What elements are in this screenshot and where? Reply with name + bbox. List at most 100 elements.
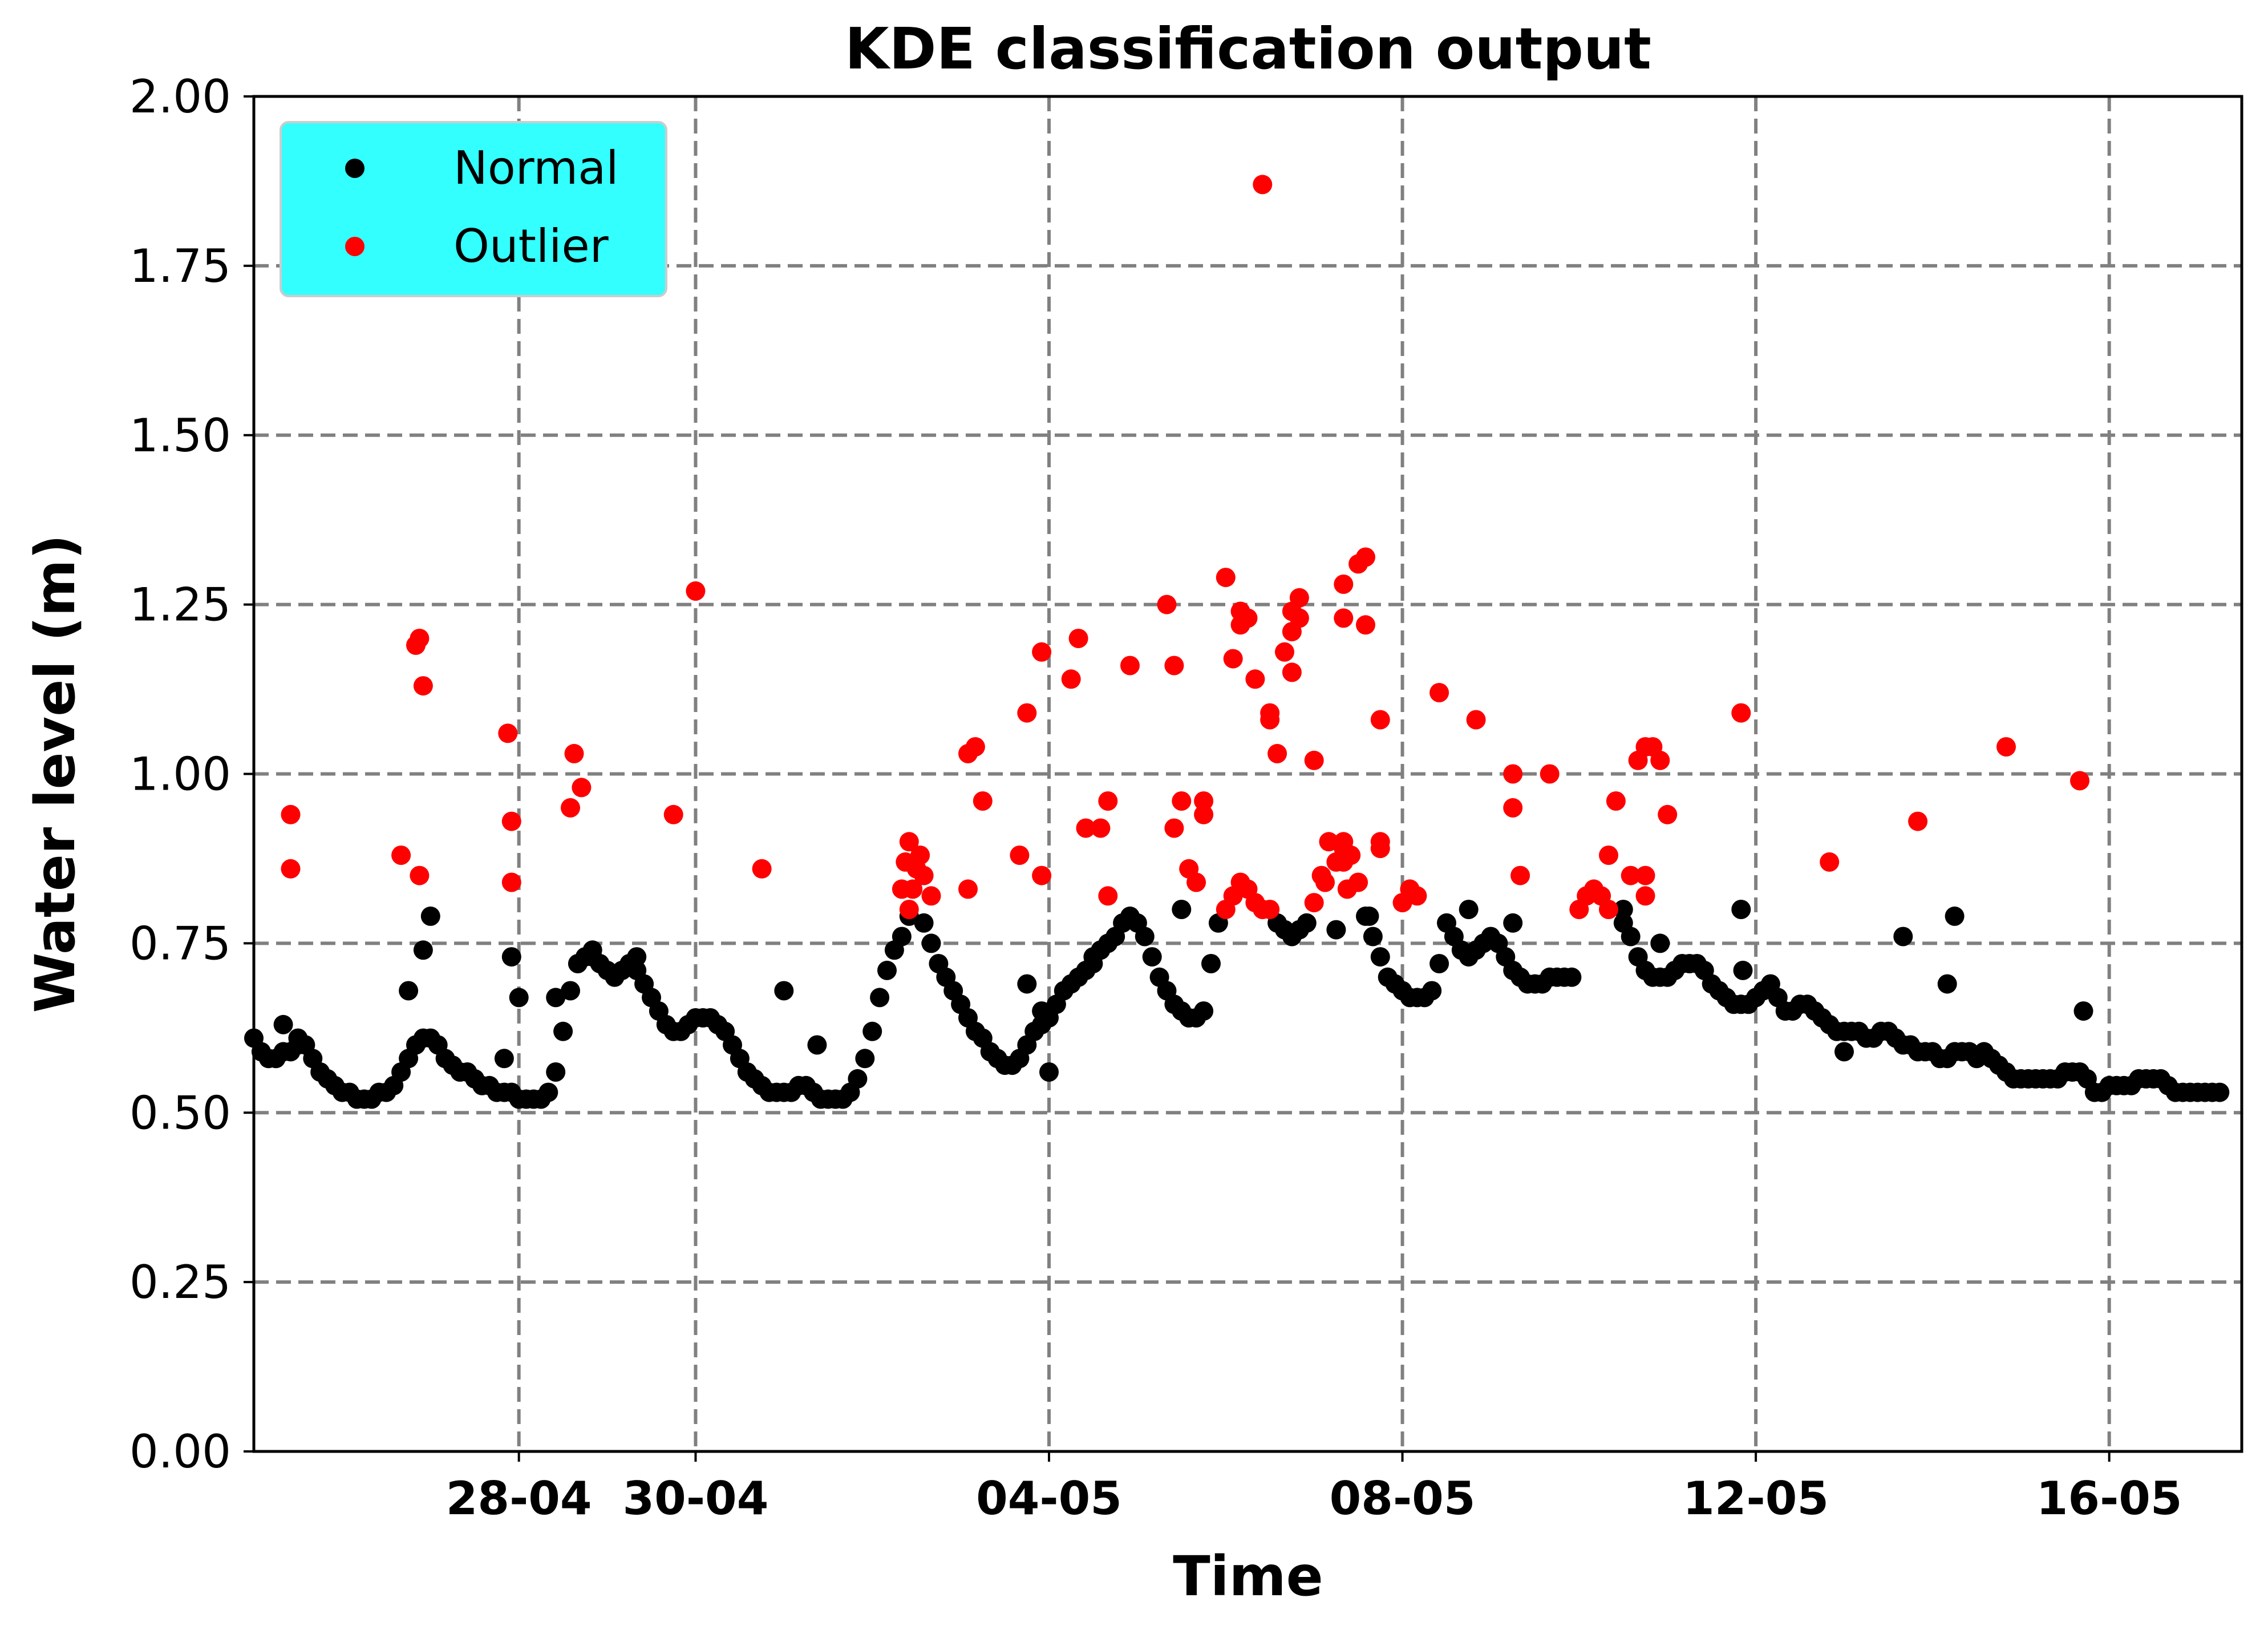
y-axis-label: Water level (m) [23,535,87,1013]
point-outlier [1223,649,1243,669]
point-normal [1039,1062,1059,1082]
point-outlier [1820,852,1840,872]
point-outlier [1503,798,1523,818]
point-normal [870,988,890,1008]
point-outlier [1194,804,1214,824]
point-normal [807,1035,827,1055]
point-outlier [410,865,430,885]
point-outlier [1599,846,1618,865]
point-outlier [281,859,301,879]
point-normal [399,981,419,1001]
point-outlier [1334,852,1354,872]
point-outlier [1289,608,1309,628]
point-normal [862,1021,882,1041]
point-normal [509,988,529,1008]
point-normal [561,981,580,1001]
point-outlier [892,879,912,899]
point-outlier [1164,818,1184,838]
point-outlier [1091,818,1111,838]
point-normal [538,1082,558,1102]
point-outlier [1635,886,1655,906]
point-normal [848,1069,868,1089]
x-axis-label: Time [1173,1544,1323,1608]
y-tick-label: 1.50 [129,409,231,462]
axis-ticks: 0.00 0.25 0.50 0.75 1.00 1.25 1.50 1.75 2.00 28-0… [129,70,2182,1525]
point-outlier [752,859,772,879]
point-outlier [921,886,941,906]
point-outlier [899,900,919,919]
chart-title: KDE classification output [845,15,1651,82]
point-outlier [391,846,411,865]
point-outlier [501,811,521,831]
point-outlier [1658,804,1678,824]
point-outlier [1260,710,1280,730]
point-normal [1562,967,1582,987]
legend-label-normal: Normal [453,141,618,195]
point-normal [1370,947,1390,967]
legend: Normal Outlier [280,121,667,297]
x-tick-label: 04-05 [976,1472,1122,1525]
point-normal [420,906,440,926]
point-normal [1731,900,1751,919]
point-outlier [1304,750,1324,770]
y-tick-label: 1.75 [129,240,231,293]
point-outlier [663,804,683,824]
point-normal [501,947,521,967]
y-tick-label: 0.50 [129,1086,231,1139]
point-normal [1834,1042,1854,1062]
point-outlier [561,798,580,818]
point-outlier [910,846,930,865]
point-outlier [1908,811,1928,831]
point-normal [1135,927,1155,947]
point-outlier [965,737,985,757]
point-outlier [1510,865,1530,885]
point-outlier [1370,710,1390,730]
series-outlier [281,175,2089,919]
point-normal [1945,906,1965,926]
point-normal [914,913,934,933]
point-normal [774,981,794,1001]
point-outlier [914,865,934,885]
point-outlier [899,832,919,852]
point-outlier [896,852,916,872]
point-outlier [1032,642,1052,662]
point-outlier [1356,547,1375,567]
point-outlier [1068,629,1088,648]
point-outlier [281,804,301,824]
point-outlier [1315,872,1335,892]
point-outlier [1540,764,1560,784]
point-outlier [1319,832,1339,852]
x-tick-label: 12-05 [1683,1472,1829,1525]
point-normal [273,1014,293,1034]
point-outlier [1017,703,1037,723]
point-outlier [1120,656,1140,676]
point-outlier [572,778,592,798]
point-outlier [501,872,521,892]
point-outlier [958,879,978,899]
data-points [244,175,2230,1109]
point-normal [892,927,912,947]
point-outlier [1304,893,1324,913]
point-outlier [1157,594,1177,614]
point-outlier [410,629,430,648]
point-normal [1326,920,1346,940]
point-normal [1017,974,1037,994]
point-outlier [1098,886,1118,906]
point-outlier [1282,662,1302,682]
point-normal [1359,906,1379,926]
point-outlier [1370,839,1390,859]
point-outlier [1245,669,1265,689]
point-outlier [1061,669,1081,689]
point-normal [582,940,602,960]
point-outlier [1098,791,1118,811]
point-normal [1172,900,1192,919]
point-normal [627,947,647,967]
point-normal [1194,1001,1214,1021]
point-normal [1613,900,1633,919]
point-normal [413,940,433,960]
point-normal [1083,947,1103,967]
point-normal [494,1049,514,1069]
point-outlier [1429,683,1449,702]
point-normal [2210,1082,2230,1102]
